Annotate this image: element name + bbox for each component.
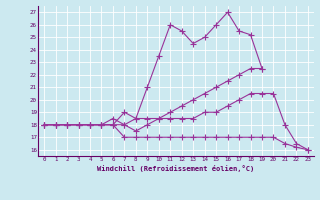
X-axis label: Windchill (Refroidissement éolien,°C): Windchill (Refroidissement éolien,°C) xyxy=(97,165,255,172)
